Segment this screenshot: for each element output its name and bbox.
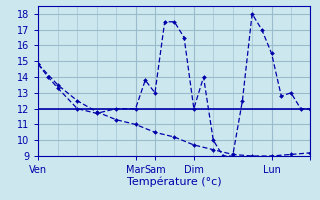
X-axis label: Température (°c): Température (°c) (127, 176, 222, 187)
